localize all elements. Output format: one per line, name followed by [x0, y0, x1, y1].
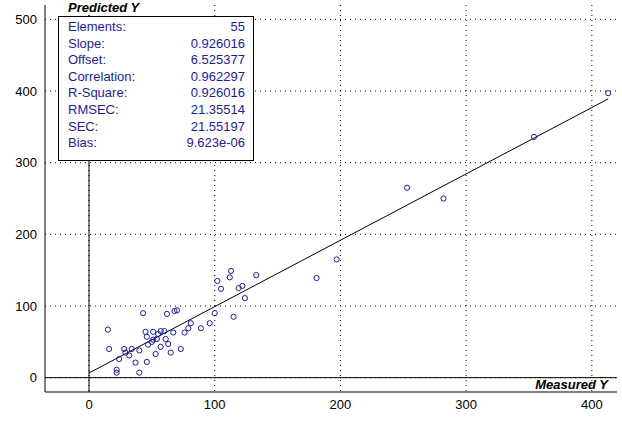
html-text:RMSEC:: RMSEC: [68, 102, 119, 117]
svg-text:0: 0 [85, 397, 92, 412]
html-text:21.55197: 21.55197 [190, 118, 245, 134]
svg-text:500: 500 [15, 12, 37, 27]
html-text:9.623e-06: 9.623e-06 [186, 135, 245, 151]
html-text:Offset:: Offset: [68, 52, 107, 68]
svg-text:0: 0 [30, 370, 37, 385]
svg-text:300: 300 [15, 155, 37, 170]
html-text:Predicted Y: Predicted Y [68, 0, 140, 15]
html-text:6.525377: 6.525377 [190, 52, 245, 68]
html-text:55: 55 [230, 19, 245, 34]
html-text:Elements:: Elements: [68, 19, 126, 34]
svg-text:400: 400 [15, 84, 37, 99]
html-text:Bias:: Bias: [68, 135, 97, 151]
svg-text:100: 100 [204, 397, 226, 412]
html-text:Measured Y: Measured Y [535, 377, 608, 392]
html-text:R-Square:: R-Square: [68, 85, 128, 101]
html-text:Slope:: Slope: [68, 35, 105, 51]
html-text:0.962297: 0.962297 [190, 68, 245, 84]
svg-text:100: 100 [15, 299, 37, 314]
svg-text:200: 200 [330, 397, 352, 412]
html-text:SEC:: SEC: [68, 118, 99, 134]
svg-text:300: 300 [455, 397, 477, 412]
html-text:21.35514: 21.35514 [190, 102, 245, 117]
html-text:0.926016: 0.926016 [190, 35, 245, 51]
svg-text:200: 200 [15, 227, 37, 242]
html-text:0.926016: 0.926016 [190, 85, 245, 101]
svg-text:400: 400 [581, 397, 603, 412]
html-text:Correlation:: Correlation: [68, 68, 136, 84]
